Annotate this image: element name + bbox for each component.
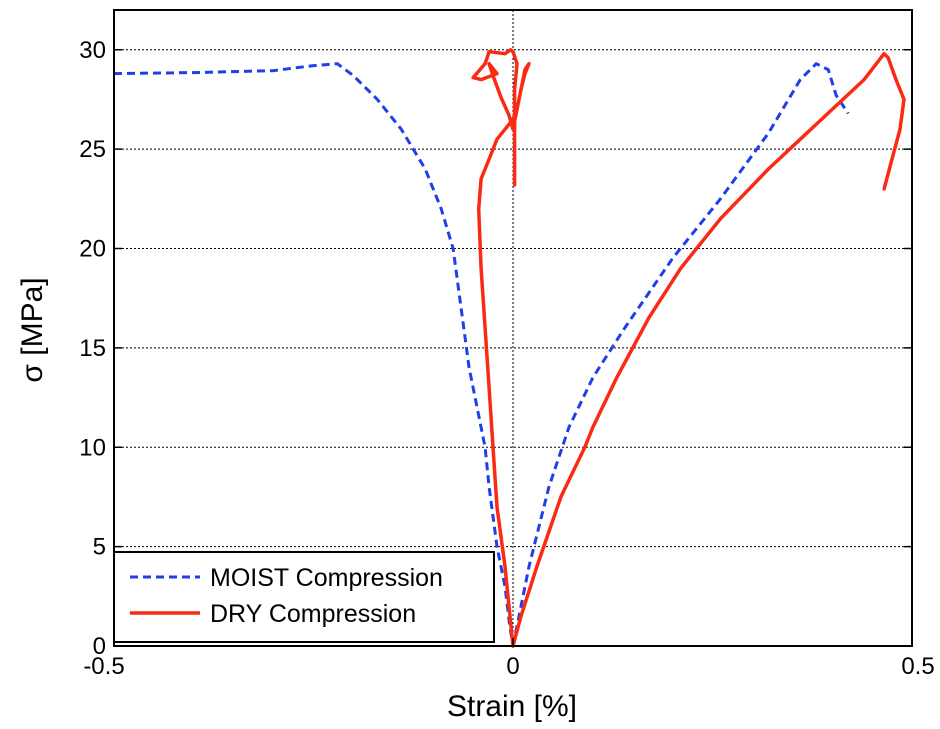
y-tick-label: 5 [93, 534, 106, 561]
series-line-dry [511, 51, 906, 648]
legend-label-dry: DRY Compression [210, 600, 416, 628]
y-tick-label: 20 [79, 236, 106, 263]
x-axis-title: Strain [%] [447, 690, 577, 723]
y-tick-label: 25 [79, 136, 106, 163]
series-line-moist [113, 62, 515, 647]
y-axis-title: σ [MPa] [16, 277, 49, 382]
series-layer [113, 48, 906, 648]
x-tick-label: 0.5 [901, 653, 934, 680]
x-tick-label: -0.5 [83, 653, 124, 680]
y-tick-label: 0 [93, 633, 106, 660]
series-line-moist [511, 62, 850, 647]
grid-layer [114, 10, 912, 646]
y-tick-label: 10 [79, 434, 106, 461]
y-tick-label: 30 [79, 37, 106, 64]
legend-label-moist: MOIST Compression [210, 564, 443, 592]
y-tick-label: 15 [79, 335, 106, 362]
series-line-dry [471, 48, 531, 648]
legend: MOIST Compression DRY Compression [113, 551, 495, 643]
x-tick-label: 0 [506, 653, 519, 680]
legend-box [113, 551, 495, 643]
